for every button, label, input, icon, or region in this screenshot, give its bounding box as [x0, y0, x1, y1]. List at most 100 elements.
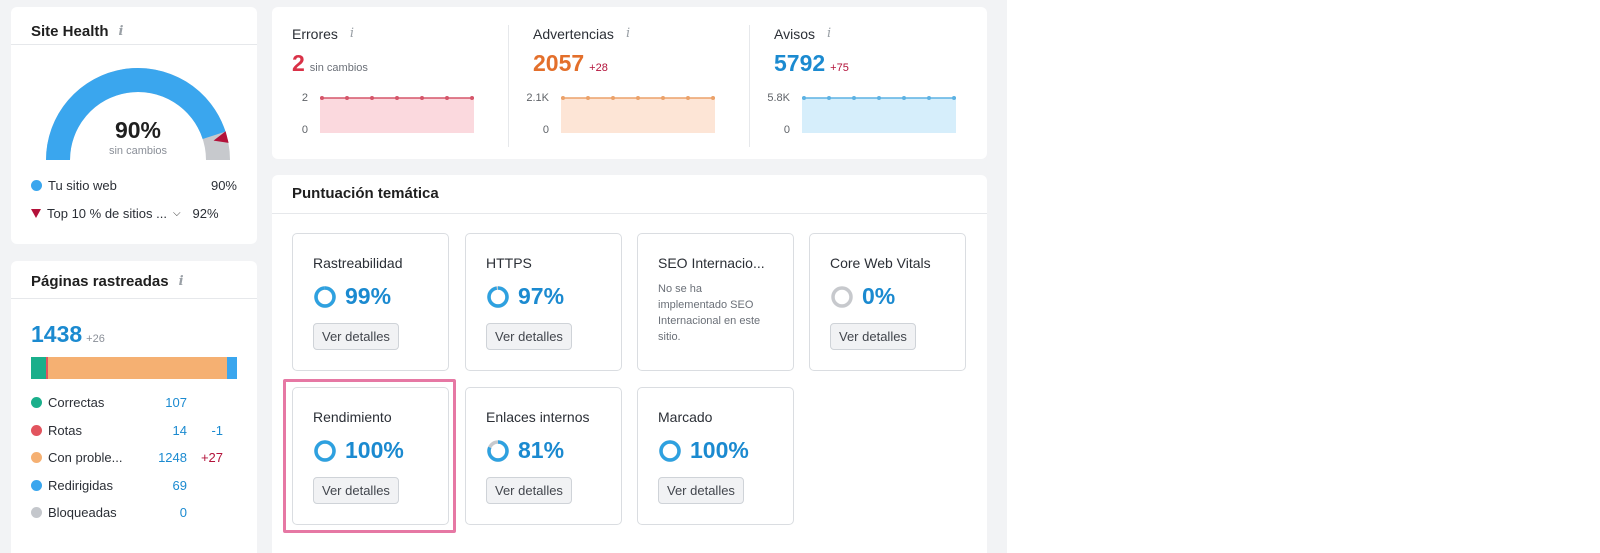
score-ring-icon	[831, 285, 853, 308]
thematic-tile[interactable]: HTTPS 97% Ver detalles	[465, 233, 622, 371]
tile-name: Core Web Vitals	[830, 255, 931, 271]
issues-summary-card: Errores i 2 sin cambios 2 0 Advertencias i 2057 +…	[272, 7, 987, 159]
info-icon[interactable]: i	[178, 274, 184, 289]
crawled-row-value[interactable]: 69	[172, 477, 187, 493]
metric-advertencias[interactable]: Advertencias i 2057 +28 2.1K 0	[513, 7, 753, 159]
divider	[11, 298, 257, 299]
metric-value[interactable]: 2057 +28	[533, 50, 608, 77]
thematic-tile[interactable]: Enlaces internos 81% Ver detalles	[465, 387, 622, 525]
gauge-percent: 90%	[114, 117, 162, 143]
crawled-row-value[interactable]: 1248	[158, 450, 187, 465]
thematic-tile[interactable]: Marcado 100% Ver detalles	[637, 387, 794, 525]
crawled-total-delta: +26	[86, 333, 105, 345]
gauge-svg	[46, 68, 230, 161]
thematic-tile[interactable]: Core Web Vitals 0% Ver detalles	[809, 233, 966, 371]
thematic-tile[interactable]: Rendimiento 100% Ver detalles	[292, 387, 449, 525]
score-ring-fill	[659, 439, 681, 462]
tile-score: 100%	[658, 437, 749, 464]
tile-name: Enlaces internos	[486, 409, 590, 425]
crawled-row-value[interactable]: 107	[165, 395, 187, 410]
metric-value[interactable]: 2 sin cambios	[292, 50, 368, 77]
score-ring-icon	[314, 285, 336, 308]
sparkline-point	[852, 96, 856, 100]
legend-dot-icon	[31, 180, 42, 191]
thematic-tile[interactable]: SEO Internacio... No se ha implementado S…	[637, 233, 794, 371]
crawled-row[interactable]: Bloqueadas 0	[31, 505, 251, 520]
sparkline-point	[320, 96, 324, 100]
sparkline-point	[370, 96, 374, 100]
sparkline-point	[952, 96, 956, 100]
highlight-frame	[283, 379, 456, 533]
tile-score: 100%	[313, 437, 404, 464]
metric-label: Errores i	[292, 26, 354, 42]
sparkline-point	[611, 96, 615, 100]
crawled-row-value[interactable]: 0	[179, 505, 187, 520]
info-icon[interactable]: i	[826, 26, 832, 41]
axis-tick-min: 0	[783, 124, 790, 136]
tile-note: No se ha implementado SEO Internacional …	[658, 283, 761, 343]
view-details-button[interactable]: Ver detalles	[658, 477, 744, 504]
metric-label: Avisos i	[774, 26, 831, 42]
crawled-total[interactable]: 1438 +26	[31, 321, 105, 347]
tile-score: 99%	[313, 283, 391, 310]
status-dot-icon	[31, 424, 42, 436]
crawled-row[interactable]: Redirigidas 69	[31, 478, 251, 493]
thematic-score-card: Puntuación temática Rastreabilidad 99% Ver…	[272, 175, 987, 553]
sparkline-point	[877, 96, 881, 100]
view-details-button[interactable]: Ver detalles	[830, 323, 916, 350]
score-ring-icon	[487, 285, 509, 308]
crawled-row-value[interactable]: 14	[172, 422, 187, 438]
crawled-row-label: Bloqueadas	[48, 505, 117, 520]
score-ring-icon	[659, 439, 681, 462]
legend-value: 92%	[192, 206, 219, 221]
gauge-sub: sin cambios	[108, 145, 168, 157]
axis-tick-max: 2	[301, 92, 308, 104]
metric-delta: sin cambios	[309, 62, 368, 74]
view-details-button[interactable]: Ver detalles	[313, 323, 399, 350]
bar-segment	[31, 357, 47, 379]
status-dot-icon	[31, 397, 42, 408]
health-gauge: 90% sin cambios	[43, 65, 233, 165]
thematic-tile[interactable]: Rastreabilidad 99% Ver detalles	[292, 233, 449, 371]
metric-value-number: 5792	[774, 50, 826, 76]
legend-label: Top 10 % de sitios ...	[47, 206, 167, 221]
view-details-button[interactable]: Ver detalles	[486, 323, 572, 350]
sparkline-point	[686, 96, 690, 100]
legend-row-site: Tu sitio web 90%	[31, 178, 237, 193]
tile-name: HTTPS	[486, 255, 532, 271]
sparkline-point	[902, 96, 906, 100]
crawled-row[interactable]: Correctas 107	[31, 395, 251, 410]
status-dot-icon	[31, 479, 42, 491]
metric-errores[interactable]: Errores i 2 sin cambios 2 0	[272, 7, 512, 159]
site-health-title: Site Health i	[31, 23, 124, 40]
sparkline-point	[636, 96, 640, 100]
sparkline-point	[927, 96, 931, 100]
sparkline-point	[420, 96, 424, 100]
info-icon[interactable]: i	[118, 24, 124, 39]
crawled-row-delta: -1	[211, 422, 223, 438]
crawled-row[interactable]: Rotas 14 -1	[31, 423, 251, 438]
tile-name: Rastreabilidad	[313, 255, 403, 271]
legend-row-top10[interactable]: Top 10 % de sitios ... ⌵ 92%	[31, 206, 237, 221]
info-icon[interactable]: i	[625, 26, 631, 41]
sparkline-point	[470, 96, 474, 100]
tile-score: 0%	[830, 283, 895, 310]
score-ring-fill	[314, 285, 336, 308]
sparkline-area	[561, 98, 715, 133]
crawled-row[interactable]: Con proble... 1248 +27	[31, 450, 251, 465]
view-details-button[interactable]: Ver detalles	[486, 477, 572, 504]
tile-name: SEO Internacio...	[658, 255, 765, 271]
metric-value[interactable]: 5792 +75	[774, 50, 849, 77]
metric-label: Advertencias i	[533, 26, 630, 42]
tile-score: 97%	[486, 283, 564, 310]
chevron-down-icon[interactable]: ⌵	[172, 208, 181, 219]
thematic-title: Puntuación temática	[292, 185, 439, 202]
sparkline-point	[586, 96, 590, 100]
crawled-pages-title: Páginas rastreadas i	[31, 273, 184, 290]
metric-avisos[interactable]: Avisos i 5792 +75 5.8K 0	[754, 7, 994, 159]
sparkline	[802, 96, 956, 133]
score-ring-icon	[487, 439, 509, 462]
info-icon[interactable]: i	[349, 26, 355, 41]
bar-segment	[48, 357, 228, 379]
view-details-button[interactable]: Ver detalles	[313, 477, 399, 504]
